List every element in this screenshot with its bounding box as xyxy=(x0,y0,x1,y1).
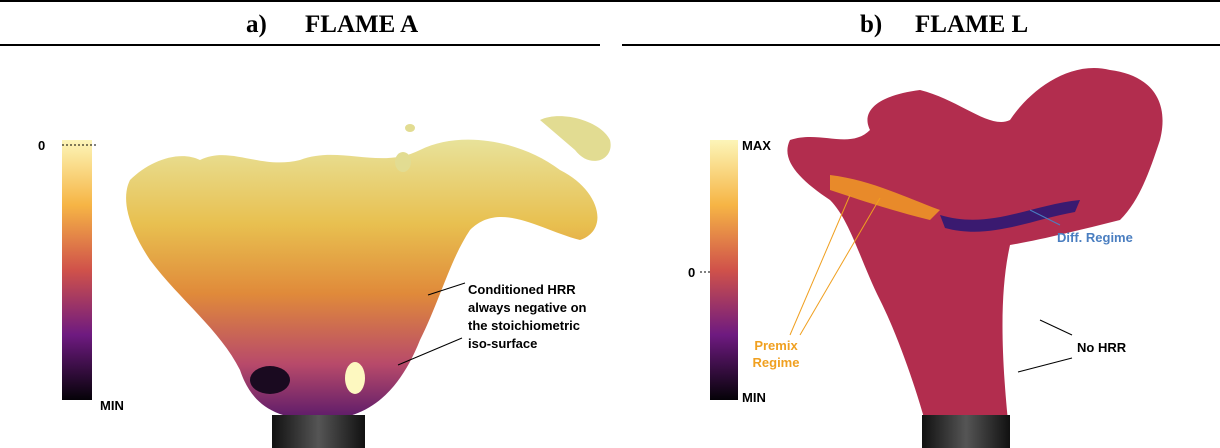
flame-fragment xyxy=(540,116,611,161)
annotation-line: Regime xyxy=(753,355,800,370)
burner xyxy=(272,415,365,448)
colorbar-label: MIN xyxy=(100,398,124,413)
panel-label: a) xyxy=(246,11,267,38)
colorbar-label: MIN xyxy=(742,390,766,405)
panel-title: FLAME A xyxy=(305,11,418,38)
burner xyxy=(922,415,1010,448)
annotation-line: the stoichiometric xyxy=(468,318,580,333)
flame-fragment xyxy=(405,124,415,132)
colorbar-label: 0 xyxy=(38,138,45,153)
colorbar-label: 0 xyxy=(688,265,695,280)
arrow xyxy=(1040,320,1072,335)
arrow xyxy=(1018,358,1072,372)
panel-label: b) xyxy=(860,11,882,38)
annotation-line: Premix xyxy=(754,338,798,353)
annotation: Conditioned HRR always negative on the sto… xyxy=(468,282,587,351)
annotation-line: Conditioned HRR xyxy=(468,282,576,297)
annotation: Diff. Regime xyxy=(1057,230,1133,245)
annotation: No HRR xyxy=(1077,340,1127,355)
colorbar xyxy=(62,140,92,400)
annotation-line: iso-surface xyxy=(468,336,537,351)
annotation: Premix Regime xyxy=(753,338,800,370)
colorbar-label: MAX xyxy=(742,138,771,153)
annotation-line: Diff. Regime xyxy=(1057,230,1133,245)
flame-fragment xyxy=(395,152,411,172)
figure: a) FLAME A b) FLAME L 0 MIN Conditioned … xyxy=(0,0,1220,448)
flame-surface xyxy=(787,68,1162,440)
highlight xyxy=(345,362,365,394)
colorbar xyxy=(710,140,738,400)
annotation-line: No HRR xyxy=(1077,340,1127,355)
panel-title: FLAME L xyxy=(915,11,1028,38)
annotation-line: always negative on xyxy=(468,300,587,315)
shade xyxy=(250,366,290,394)
